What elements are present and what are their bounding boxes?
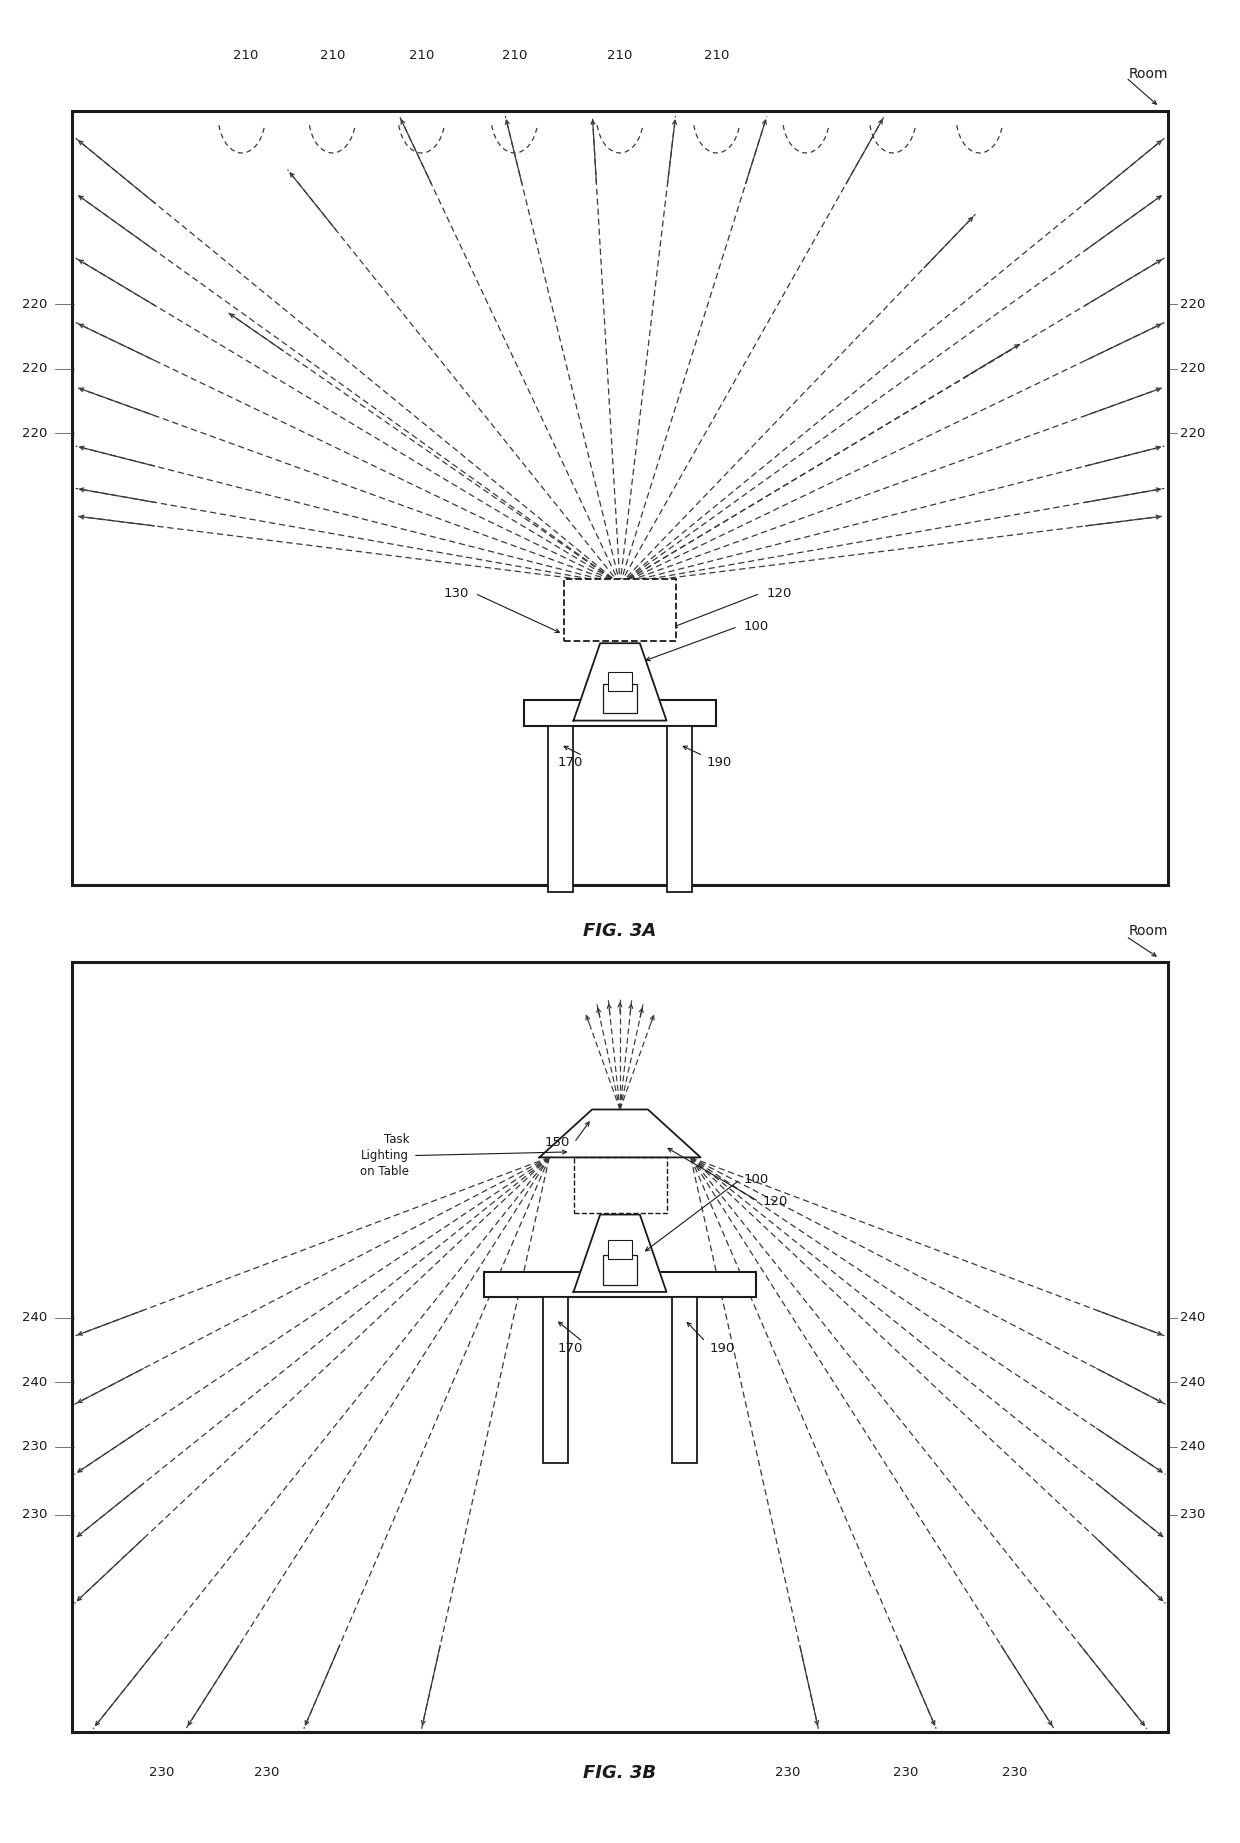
Text: 230: 230 <box>22 1439 47 1454</box>
Polygon shape <box>573 1215 667 1292</box>
Bar <box>573 1157 667 1213</box>
Text: 220: 220 <box>22 297 47 311</box>
Text: 230: 230 <box>1180 1508 1205 1522</box>
Text: 220: 220 <box>1180 426 1205 440</box>
Text: 220: 220 <box>1180 361 1205 376</box>
Text: 220: 220 <box>1180 297 1205 311</box>
Text: 130: 130 <box>444 586 469 601</box>
Text: 210: 210 <box>409 48 434 63</box>
Bar <box>548 726 573 892</box>
Bar <box>72 111 1168 885</box>
Bar <box>608 1240 632 1259</box>
Text: 220: 220 <box>22 426 47 440</box>
Text: FIG. 3A: FIG. 3A <box>583 922 657 940</box>
Text: 240: 240 <box>22 1375 47 1390</box>
Text: 220: 220 <box>22 361 47 376</box>
Text: 120: 120 <box>766 586 791 601</box>
Text: 120: 120 <box>763 1194 787 1209</box>
Text: Task
Lighting
on Table: Task Lighting on Table <box>360 1133 409 1178</box>
Text: 210: 210 <box>502 48 527 63</box>
Text: 100: 100 <box>744 619 769 634</box>
Text: 150: 150 <box>546 1135 570 1150</box>
Bar <box>672 1297 697 1463</box>
Text: 230: 230 <box>254 1766 279 1780</box>
Bar <box>608 673 632 691</box>
Bar <box>523 700 717 726</box>
Text: 210: 210 <box>320 48 345 63</box>
Text: 240: 240 <box>1180 1439 1205 1454</box>
Text: 240: 240 <box>1180 1310 1205 1325</box>
Bar <box>564 579 676 641</box>
Text: 210: 210 <box>704 48 729 63</box>
Text: 210: 210 <box>608 48 632 63</box>
Text: 230: 230 <box>893 1766 918 1780</box>
Text: 100: 100 <box>744 1172 769 1187</box>
Text: 190: 190 <box>707 756 732 769</box>
Bar <box>603 1255 637 1285</box>
Bar <box>543 1297 568 1463</box>
Text: 230: 230 <box>149 1766 174 1780</box>
Text: Room: Room <box>1128 66 1168 81</box>
Text: 190: 190 <box>709 1342 734 1355</box>
Polygon shape <box>539 1109 701 1157</box>
Text: 230: 230 <box>22 1508 47 1522</box>
Bar <box>72 962 1168 1732</box>
Text: 230: 230 <box>1002 1766 1027 1780</box>
Text: 230: 230 <box>775 1766 800 1780</box>
Text: FIG. 3B: FIG. 3B <box>584 1764 656 1782</box>
Text: 240: 240 <box>22 1310 47 1325</box>
Text: 170: 170 <box>558 1342 583 1355</box>
Text: Room: Room <box>1128 923 1168 938</box>
Bar <box>603 684 637 713</box>
Text: 170: 170 <box>558 756 583 769</box>
Text: 240: 240 <box>1180 1375 1205 1390</box>
Bar <box>484 1272 756 1297</box>
Text: 210: 210 <box>233 48 258 63</box>
Polygon shape <box>573 643 667 721</box>
Bar <box>667 726 692 892</box>
